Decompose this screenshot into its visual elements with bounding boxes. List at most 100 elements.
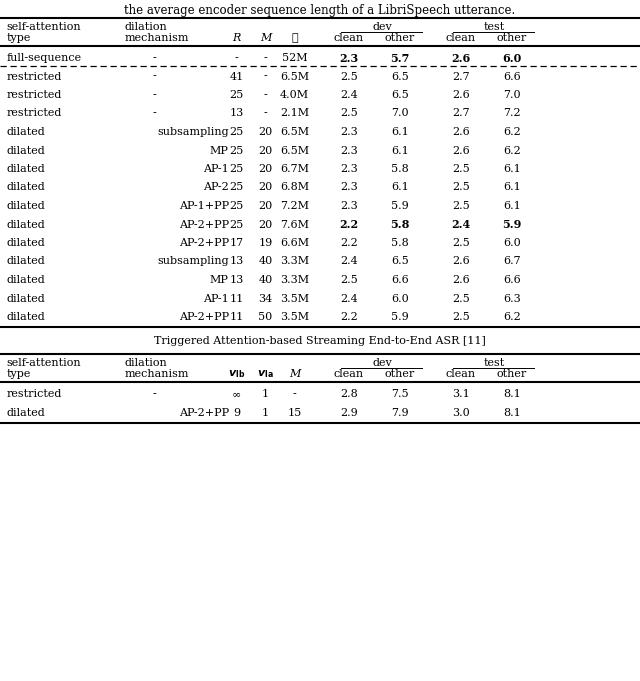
- Text: MP: MP: [210, 275, 229, 285]
- Text: 7.6M: 7.6M: [280, 219, 309, 229]
- Text: 17: 17: [230, 238, 244, 248]
- Text: 25: 25: [230, 164, 244, 174]
- Text: -: -: [264, 90, 268, 100]
- Text: dilated: dilated: [6, 257, 45, 266]
- Text: 2.5: 2.5: [340, 108, 358, 118]
- Text: the average encoder sequence length of a LibriSpeech utterance.: the average encoder sequence length of a…: [124, 4, 516, 17]
- Text: 6.7: 6.7: [503, 257, 521, 266]
- Text: 2.3: 2.3: [340, 201, 358, 211]
- Text: AP-2+PP: AP-2+PP: [179, 408, 229, 417]
- Text: 2.2: 2.2: [340, 312, 358, 322]
- Text: 8.1: 8.1: [503, 408, 521, 417]
- Text: other: other: [385, 369, 415, 379]
- Text: 2.4: 2.4: [340, 257, 358, 266]
- Text: 6.8M: 6.8M: [280, 183, 309, 193]
- Text: 2.8: 2.8: [340, 390, 358, 399]
- Text: clean: clean: [445, 33, 476, 43]
- Text: 5.8: 5.8: [390, 219, 410, 230]
- Text: other: other: [497, 33, 527, 43]
- Text: 4.0M: 4.0M: [280, 90, 309, 100]
- Text: 6.2: 6.2: [503, 127, 521, 137]
- Text: 5.9: 5.9: [502, 219, 522, 230]
- Text: 9: 9: [233, 408, 241, 417]
- Text: AP-2+PP: AP-2+PP: [179, 238, 229, 248]
- Text: 13: 13: [230, 257, 244, 266]
- Text: 2.6: 2.6: [451, 52, 470, 63]
- Text: -: -: [153, 108, 157, 118]
- Text: dilated: dilated: [6, 201, 45, 211]
- Text: 6.5: 6.5: [391, 72, 409, 82]
- Text: 2.4: 2.4: [340, 294, 358, 304]
- Text: 8.1: 8.1: [503, 390, 521, 399]
- Text: 2.5: 2.5: [452, 238, 470, 248]
- Text: mechanism: mechanism: [125, 369, 189, 379]
- Text: AP-2: AP-2: [203, 183, 229, 193]
- Text: 7.2M: 7.2M: [280, 201, 309, 211]
- Text: AP-1: AP-1: [203, 164, 229, 174]
- Text: 2.9: 2.9: [340, 408, 358, 417]
- Text: 2.5: 2.5: [452, 201, 470, 211]
- Text: 7.0: 7.0: [503, 90, 521, 100]
- Text: AP-1+PP: AP-1+PP: [179, 201, 229, 211]
- Text: 6.1: 6.1: [391, 127, 409, 137]
- Text: 40: 40: [259, 257, 273, 266]
- Text: 2.3: 2.3: [340, 164, 358, 174]
- Text: 6.0: 6.0: [503, 238, 521, 248]
- Text: dilated: dilated: [6, 275, 45, 285]
- Text: 2.3: 2.3: [339, 52, 358, 63]
- Text: $\boldsymbol{v}_{\mathbf{lb}}$: $\boldsymbol{v}_{\mathbf{lb}}$: [228, 368, 245, 380]
- Text: 19: 19: [259, 238, 273, 248]
- Text: 6.2: 6.2: [503, 146, 521, 155]
- Text: 6.0: 6.0: [502, 52, 522, 63]
- Text: 6.5M: 6.5M: [280, 146, 309, 155]
- Text: type: type: [6, 33, 31, 43]
- Text: 3.0: 3.0: [452, 408, 470, 417]
- Text: dilated: dilated: [6, 219, 45, 229]
- Text: 7.2: 7.2: [503, 108, 521, 118]
- Text: AP-2+PP: AP-2+PP: [179, 312, 229, 322]
- Text: 13: 13: [230, 275, 244, 285]
- Text: 11: 11: [230, 294, 244, 304]
- Text: 2.5: 2.5: [452, 164, 470, 174]
- Text: 20: 20: [259, 127, 273, 137]
- Text: other: other: [385, 33, 415, 43]
- Text: R: R: [232, 33, 241, 43]
- Text: 25: 25: [230, 201, 244, 211]
- Text: ℳ: ℳ: [291, 33, 298, 43]
- Text: MP: MP: [210, 146, 229, 155]
- Text: 2.3: 2.3: [340, 146, 358, 155]
- Text: 1: 1: [262, 390, 269, 399]
- Text: 6.5: 6.5: [391, 90, 409, 100]
- Text: 2.2: 2.2: [340, 238, 358, 248]
- Text: 2.5: 2.5: [452, 294, 470, 304]
- Text: 6.6: 6.6: [503, 275, 521, 285]
- Text: 20: 20: [259, 219, 273, 229]
- Text: dev: dev: [372, 358, 392, 368]
- Text: 25: 25: [230, 183, 244, 193]
- Text: 2.1M: 2.1M: [280, 108, 309, 118]
- Text: 52M: 52M: [282, 53, 307, 63]
- Text: restricted: restricted: [6, 108, 62, 118]
- Text: test: test: [484, 358, 505, 368]
- Text: mechanism: mechanism: [125, 33, 189, 43]
- Text: 3.3M: 3.3M: [280, 257, 309, 266]
- Text: 13: 13: [230, 108, 244, 118]
- Text: 40: 40: [259, 275, 273, 285]
- Text: 11: 11: [230, 312, 244, 322]
- Text: 2.6: 2.6: [452, 90, 470, 100]
- Text: subsampling: subsampling: [157, 127, 229, 137]
- Text: clean: clean: [333, 33, 364, 43]
- Text: self-attention: self-attention: [6, 22, 81, 32]
- Text: 50: 50: [259, 312, 273, 322]
- Text: clean: clean: [333, 369, 364, 379]
- Text: 2.7: 2.7: [452, 72, 470, 82]
- Text: M: M: [260, 33, 271, 43]
- Text: 6.6: 6.6: [503, 72, 521, 82]
- Text: 5.9: 5.9: [391, 201, 409, 211]
- Text: -: -: [153, 72, 157, 82]
- Text: type: type: [6, 369, 31, 379]
- Text: 20: 20: [259, 183, 273, 193]
- Text: dilated: dilated: [6, 238, 45, 248]
- Text: restricted: restricted: [6, 90, 62, 100]
- Text: full-sequence: full-sequence: [6, 53, 81, 63]
